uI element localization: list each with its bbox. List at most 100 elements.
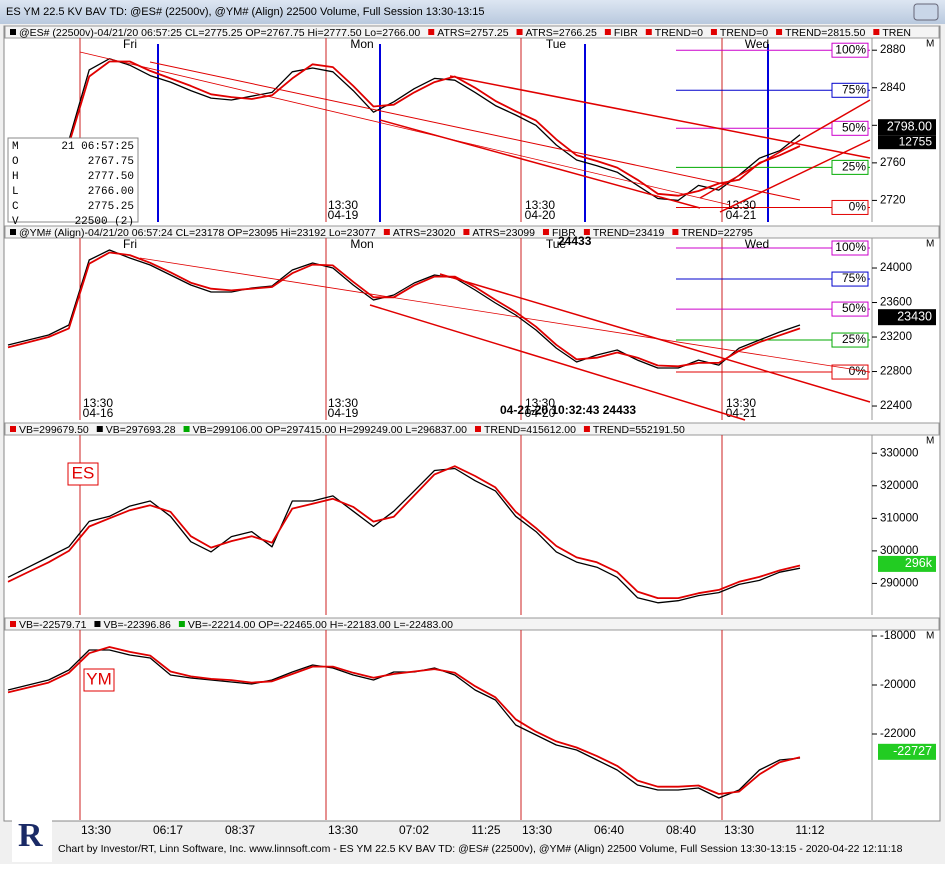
time-label: 11:25: [471, 823, 500, 837]
session-label: 04-16: [83, 406, 114, 420]
cursor-value: 24433: [558, 234, 592, 248]
trend-channels: [79, 51, 871, 421]
y-tick-label: 22400: [880, 400, 912, 412]
session-label: 04-21: [726, 208, 757, 222]
time-label: 13:30: [328, 823, 358, 837]
fib-label: 25%: [842, 332, 866, 346]
time-label: 06:40: [594, 823, 624, 837]
restore-button[interactable]: [913, 3, 939, 21]
header-swatch: [183, 426, 190, 432]
footer-text: Chart by Investor/RT, Linn Software, Inc…: [58, 843, 903, 855]
panel-menu: M: [926, 239, 934, 250]
data-box-key: H: [12, 171, 19, 183]
header-item: TREN: [882, 27, 911, 39]
session-label: 13:30: [726, 396, 756, 410]
fib-box: [831, 332, 869, 348]
header-item: ATRS=2757.25: [437, 27, 508, 39]
session-label: 13:30: [525, 198, 555, 212]
y-tick-label: 22800: [880, 366, 912, 378]
header-swatch: [516, 29, 523, 35]
time-label: 13:30: [724, 823, 754, 837]
header-swatch: [873, 29, 880, 35]
fib-label: 50%: [842, 120, 866, 134]
y-tick-label: 290000: [880, 577, 918, 589]
header-swatch: [96, 426, 103, 432]
symbol-box: [83, 668, 115, 692]
header-swatch: [10, 426, 16, 432]
symbol-label: ES: [72, 463, 95, 482]
header-swatch: [178, 621, 185, 627]
panel-menu: M: [926, 436, 934, 447]
session-label: 04-20: [525, 208, 556, 222]
session-label: 13:30: [525, 396, 555, 410]
session-label: 13:30: [328, 198, 358, 212]
header-swatch: [10, 229, 16, 235]
series-line: [7, 646, 801, 795]
price-tag-label: 2798.00: [887, 119, 932, 133]
day-label: Tue: [546, 237, 567, 251]
header-item: ATRS=23099: [472, 227, 535, 239]
volume-label: 12755: [899, 134, 933, 148]
time-label: 11:12: [795, 823, 824, 837]
time-label: 13:30: [81, 823, 111, 837]
header-item: @ES# (22500v)-04/21/20 06:57:25 CL=2775.…: [19, 27, 420, 39]
y-tick-label: 310000: [880, 512, 918, 524]
session-label: 13:30: [83, 396, 113, 410]
price-tag: [878, 743, 936, 760]
time-label: 08:37: [225, 823, 255, 837]
header-swatch: [383, 229, 390, 235]
header-swatch: [542, 229, 549, 235]
cursor-readout: 04-21-20 10:32:43 24433: [500, 403, 636, 417]
data-box-key: V: [12, 216, 19, 228]
fib-label: 75%: [842, 82, 866, 96]
symbol-box: [67, 462, 99, 486]
time-label: 06:17: [153, 823, 183, 837]
fib-box: [831, 271, 869, 287]
fib-box: [831, 42, 869, 58]
session-label: 13:30: [726, 198, 756, 212]
header-swatch: [94, 621, 101, 627]
header-swatch: [583, 426, 590, 432]
panel-header: [4, 617, 940, 631]
day-label: Wed: [745, 237, 769, 251]
symbol-label: YM: [86, 669, 112, 688]
header-item: TREND=23419: [593, 227, 665, 239]
data-box-value: 21 06:57:25: [61, 141, 134, 153]
header-item: TREND=2815.50: [785, 27, 865, 39]
header-item: VB=299679.50: [19, 424, 89, 436]
price-tag-label: 23430: [897, 309, 932, 323]
y-tick-label: 320000: [880, 480, 918, 492]
fib-box: [831, 240, 869, 256]
header-item: TREND=0: [720, 27, 768, 39]
price-tag: [878, 119, 936, 136]
data-box-key: L: [12, 186, 19, 198]
time-label: 08:40: [666, 823, 696, 837]
header-swatch: [710, 29, 717, 35]
fib-label: 100%: [835, 42, 866, 56]
header-swatch: [776, 29, 783, 35]
header-item: TREND=22795: [681, 227, 753, 239]
y-tick-label: 300000: [880, 545, 918, 557]
day-label: Tue: [546, 37, 567, 51]
volume-tag: [878, 135, 936, 150]
header-swatch: [583, 229, 590, 235]
header-item: FIBR: [614, 27, 638, 39]
panel-header: [4, 225, 940, 239]
fib-label: 75%: [842, 271, 866, 285]
data-box-value: 2766.00: [88, 186, 134, 198]
y-tick-label: 24000: [880, 262, 912, 274]
time-label: 07:02: [399, 823, 429, 837]
data-box-value: 22500 (2): [75, 216, 134, 228]
fib-box: [831, 199, 869, 215]
day-label: Fri: [123, 37, 137, 51]
series-line: [7, 249, 801, 369]
y-tick-label: 2760: [880, 157, 906, 169]
session-label: 04-20: [525, 406, 556, 420]
header-item: VB=-22214.00 OP=-22465.00 H=-22183.00 L=…: [188, 619, 453, 631]
data-box: [7, 137, 139, 223]
header-item: ATRS=2766.25: [526, 27, 597, 39]
header-item: TREND=415612.00: [484, 424, 576, 436]
logo: [12, 818, 52, 862]
